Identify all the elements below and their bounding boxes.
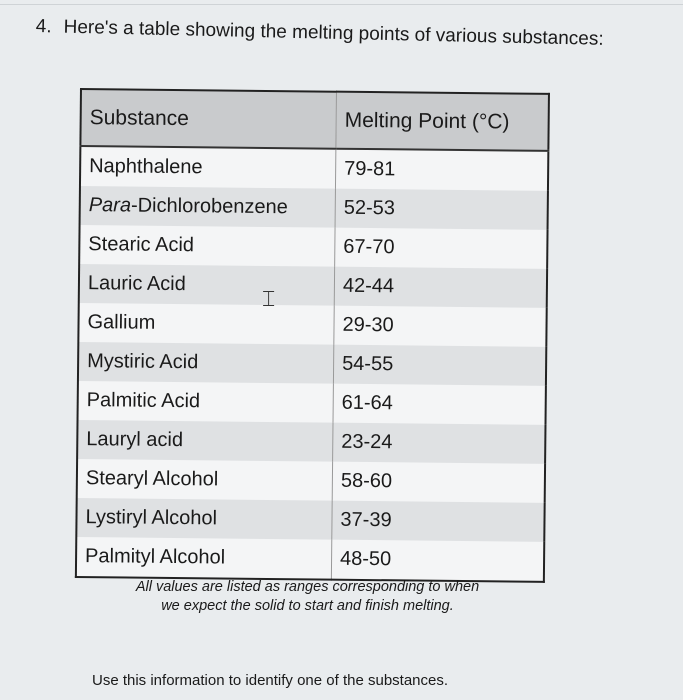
table-row: Lauric Acid 42-44 [78, 264, 548, 308]
instruction-text: Use this information to identify one of … [92, 672, 449, 689]
substance-name: Stearyl Alcohol [85, 467, 219, 491]
substance-name: -Dichlorobenzene [130, 194, 288, 219]
substance-cell: Stearyl Alcohol [76, 458, 333, 501]
melting-point-cell: 52-53 [335, 188, 548, 230]
substance-name: Mystiric Acid [87, 350, 199, 374]
melting-point-cell: 58-60 [340, 469, 393, 493]
header-melting-point: Melting Point (°C) [335, 91, 549, 151]
substance-cell: Para-Dichlorobenzene [79, 186, 336, 228]
substance-cell: Palmitic Acid [77, 380, 334, 423]
header-substance: Substance [80, 89, 337, 149]
substance-name: Gallium [87, 311, 156, 334]
substance-cell: Lystiryl Alcohol [76, 497, 333, 540]
question-number: 4. [35, 16, 52, 38]
table-row: Para-Dichlorobenzene 52-53 [79, 186, 548, 230]
substance-cell: Lauric Acid [78, 264, 335, 306]
table-header-row: Substance Melting Point (°C) [80, 89, 549, 151]
table-row: Palmitic Acid 61-64 [77, 380, 546, 425]
table-row: Stearic Acid 67-70 [79, 225, 547, 269]
question-heading: 4. Here's a table showing the melting poi… [36, 16, 604, 51]
substance-name: Naphthalene [89, 155, 203, 179]
substance-cell: Gallium [78, 302, 335, 345]
text-cursor-icon: ⌶ [262, 286, 276, 311]
substance-cell: Palmityl Alcohol [75, 536, 332, 580]
question-text: Here's a table showing the melting point… [63, 16, 604, 50]
substance-name: Lauryl acid [86, 428, 184, 452]
substance-prefix: Para [88, 194, 132, 217]
substance-name: Lystiryl Alcohol [85, 506, 218, 530]
substance-cell: Stearic Acid [79, 225, 336, 267]
substance-name: Stearic Acid [88, 233, 195, 257]
substance-cell: Lauryl acid [77, 419, 334, 462]
table-row: Mystiric Acid 54-55 [77, 341, 547, 386]
melting-point-cell: 29-30 [342, 313, 394, 337]
table-row: Palmityl Alcohol 48-50 [75, 536, 544, 582]
melting-point-cell: 79-81 [344, 157, 396, 181]
substance-name: Lauric Acid [87, 272, 186, 296]
melting-point-cell: 48-50 [339, 547, 392, 571]
table-row: Stearyl Alcohol 58-60 [76, 458, 545, 503]
table-row: Lauryl acid 23-24 [77, 419, 546, 464]
melting-point-cell: 54-55 [333, 344, 547, 386]
melting-point-cell: 61-64 [341, 391, 393, 415]
melting-point-cell: 23-24 [332, 422, 546, 464]
table-row: Naphthalene 79-81 [79, 146, 548, 191]
melting-point-cell: 37-39 [331, 500, 545, 542]
table-row: Gallium 29-30 [78, 302, 546, 347]
substance-name: Palmitic Acid [86, 389, 201, 413]
table-note: All values are listed as ranges correspo… [135, 579, 480, 614]
melting-point-cell: 67-70 [343, 235, 395, 259]
substance-name: Palmityl Alcohol [84, 545, 226, 569]
substance-cell: Mystiric Acid [77, 341, 334, 384]
melting-point-cell: 42-44 [334, 266, 548, 308]
substance-cell: Naphthalene [79, 146, 336, 189]
table-row: Lystiryl Alcohol 37-39 [76, 497, 545, 542]
melting-points-table: Substance Melting Point (°C) Naphthalene… [74, 88, 550, 583]
divider [0, 4, 683, 5]
